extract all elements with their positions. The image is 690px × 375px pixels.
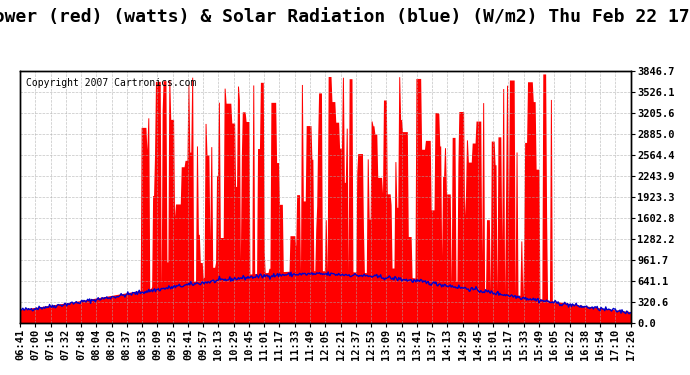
Text: Copyright 2007 Cartronics.com: Copyright 2007 Cartronics.com — [26, 78, 197, 88]
Text: Total PV Power (red) (watts) & Solar Radiation (blue) (W/m2) Thu Feb 22 17:33: Total PV Power (red) (watts) & Solar Rad… — [0, 8, 690, 26]
